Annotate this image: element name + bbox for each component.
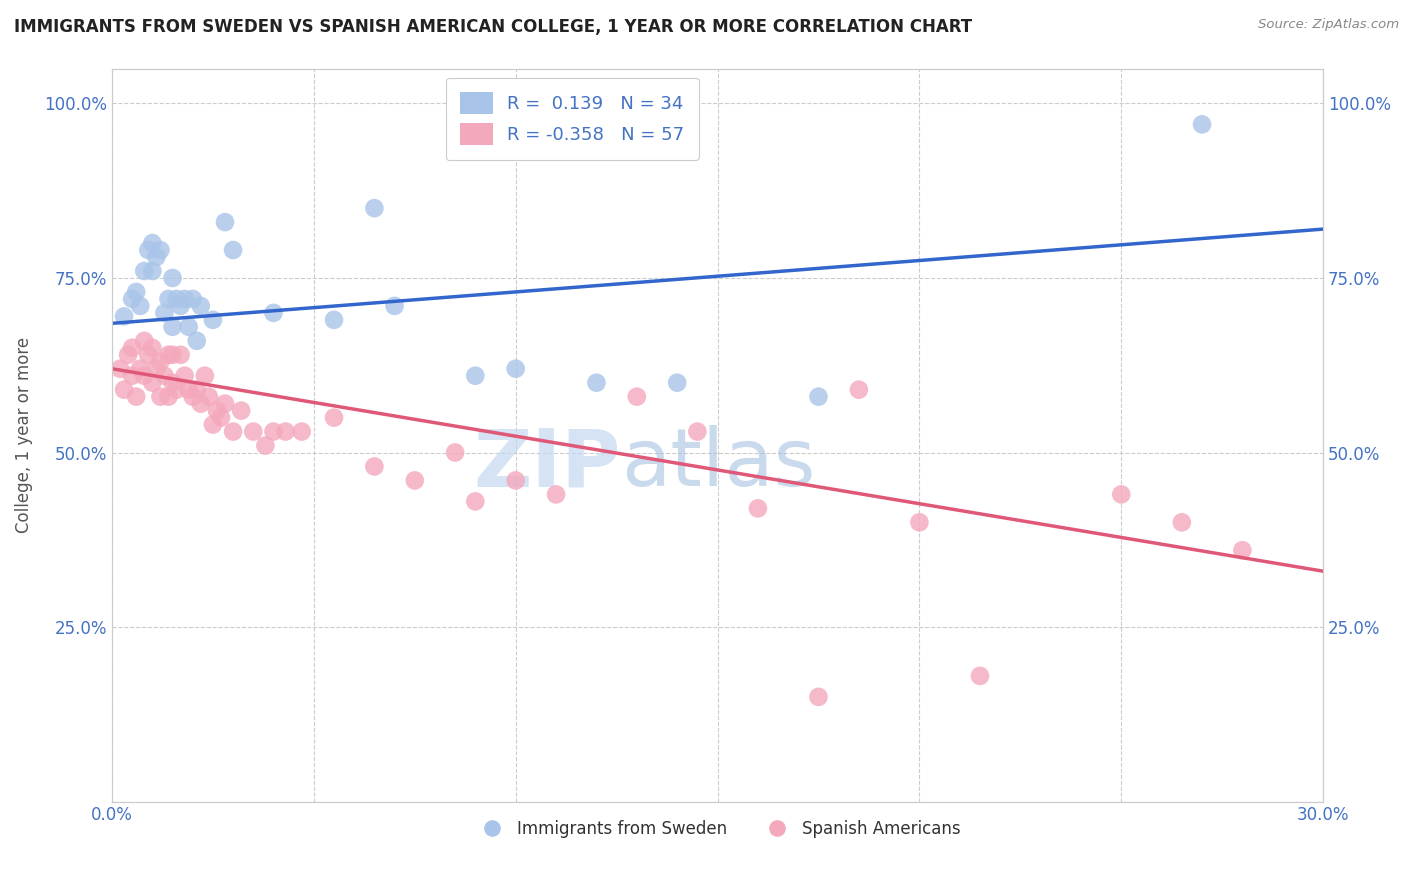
Point (141, 235, 163, 250)
Point (190, 397, 212, 411)
Point (186, 334, 208, 348)
Point (177, 383, 200, 397)
Point (194, 368, 217, 383)
Point (222, 425, 245, 439)
Point (125, 285, 148, 299)
Point (908, 516, 931, 530)
Point (112, 310, 135, 324)
Point (201, 417, 224, 432)
Point (323, 313, 346, 327)
Point (505, 474, 527, 488)
Point (149, 243, 172, 257)
Point (544, 487, 567, 501)
Point (254, 438, 277, 452)
Point (363, 459, 385, 474)
Point (145, 361, 167, 376)
Point (186, 383, 208, 397)
Point (141, 376, 163, 390)
Point (181, 390, 204, 404)
Point (153, 368, 176, 383)
Point (134, 368, 156, 383)
Point (136, 243, 159, 257)
Point (231, 403, 253, 417)
Point (384, 299, 406, 313)
Point (121, 368, 143, 383)
Point (201, 313, 224, 327)
Point (274, 425, 297, 439)
Point (323, 410, 346, 425)
Point (190, 299, 212, 313)
Point (404, 474, 426, 488)
Point (129, 361, 152, 376)
Point (363, 201, 385, 215)
Point (173, 368, 195, 383)
Point (626, 390, 648, 404)
Point (108, 361, 131, 376)
Point (209, 410, 232, 425)
Point (686, 425, 709, 439)
Point (169, 299, 191, 313)
Point (177, 319, 200, 334)
Point (162, 348, 184, 362)
Point (166, 383, 188, 397)
Point (166, 292, 188, 306)
Point (162, 376, 184, 390)
Point (1109, 487, 1132, 501)
Point (117, 348, 139, 362)
Point (162, 271, 184, 285)
Point (129, 299, 152, 313)
Point (141, 264, 163, 278)
Point (464, 494, 486, 508)
Point (169, 348, 191, 362)
Point (291, 425, 314, 439)
Point (444, 445, 467, 459)
Point (214, 215, 236, 229)
Point (1171, 516, 1194, 530)
Point (198, 390, 221, 404)
Point (222, 243, 245, 257)
Point (157, 292, 180, 306)
Text: IMMIGRANTS FROM SWEDEN VS SPANISH AMERICAN COLLEGE, 1 YEAR OR MORE CORRELATION C: IMMIGRANTS FROM SWEDEN VS SPANISH AMERIC… (14, 18, 972, 36)
Point (149, 390, 172, 404)
Y-axis label: College, 1 year or more: College, 1 year or more (15, 337, 32, 533)
Point (807, 690, 830, 704)
Legend: Immigrants from Sweden, Spanish Americans: Immigrants from Sweden, Spanish American… (468, 814, 967, 845)
Point (464, 368, 486, 383)
Point (162, 319, 184, 334)
Point (242, 425, 264, 439)
Point (141, 341, 163, 355)
Point (205, 403, 228, 417)
Point (121, 292, 143, 306)
Text: ZIP: ZIP (474, 425, 620, 503)
Point (125, 390, 148, 404)
Point (848, 383, 870, 397)
Point (747, 501, 769, 516)
Point (1232, 543, 1254, 558)
Point (969, 669, 991, 683)
Point (181, 292, 204, 306)
Point (585, 376, 607, 390)
Point (157, 390, 180, 404)
Point (262, 425, 284, 439)
Point (149, 355, 172, 369)
Point (145, 250, 167, 264)
Point (134, 334, 156, 348)
Point (112, 383, 135, 397)
Point (262, 306, 284, 320)
Text: atlas: atlas (620, 425, 815, 503)
Point (121, 341, 143, 355)
Point (505, 361, 527, 376)
Point (173, 292, 195, 306)
Point (157, 348, 180, 362)
Point (807, 390, 830, 404)
Text: Source: ZipAtlas.com: Source: ZipAtlas.com (1258, 18, 1399, 31)
Point (134, 264, 156, 278)
Point (153, 306, 176, 320)
Point (666, 376, 689, 390)
Point (214, 397, 236, 411)
Point (136, 348, 159, 362)
Point (1191, 117, 1213, 131)
